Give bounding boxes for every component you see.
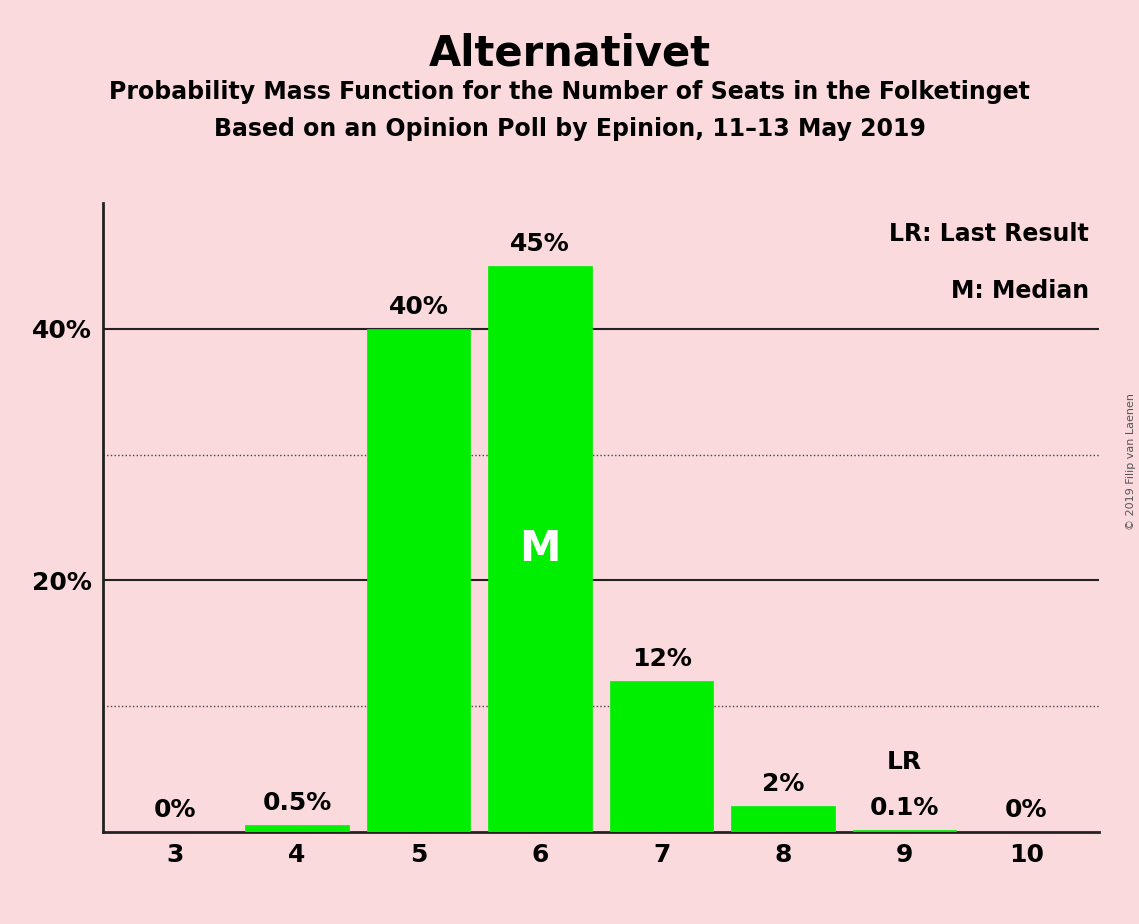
Bar [245, 825, 349, 832]
Bar [853, 831, 957, 832]
Text: Alternativet: Alternativet [428, 32, 711, 74]
Text: 40%: 40% [388, 295, 449, 319]
Bar [489, 266, 591, 832]
Text: 2%: 2% [762, 772, 804, 796]
Text: 12%: 12% [632, 647, 691, 671]
Text: Based on an Opinion Poll by Epinion, 11–13 May 2019: Based on an Opinion Poll by Epinion, 11–… [214, 117, 925, 141]
Text: 0%: 0% [154, 797, 197, 821]
Text: 0.1%: 0.1% [870, 796, 940, 821]
Text: 45%: 45% [510, 232, 570, 256]
Text: © 2019 Filip van Laenen: © 2019 Filip van Laenen [1125, 394, 1136, 530]
Text: M: M [519, 528, 560, 570]
Text: LR: LR [887, 749, 923, 773]
Text: Probability Mass Function for the Number of Seats in the Folketinget: Probability Mass Function for the Number… [109, 80, 1030, 104]
Bar [731, 807, 835, 832]
Text: M: Median: M: Median [951, 279, 1089, 303]
Bar [611, 681, 713, 832]
Text: 0.5%: 0.5% [262, 791, 331, 815]
Bar [367, 329, 470, 832]
Text: LR: Last Result: LR: Last Result [890, 222, 1089, 246]
Text: 0%: 0% [1005, 797, 1048, 821]
